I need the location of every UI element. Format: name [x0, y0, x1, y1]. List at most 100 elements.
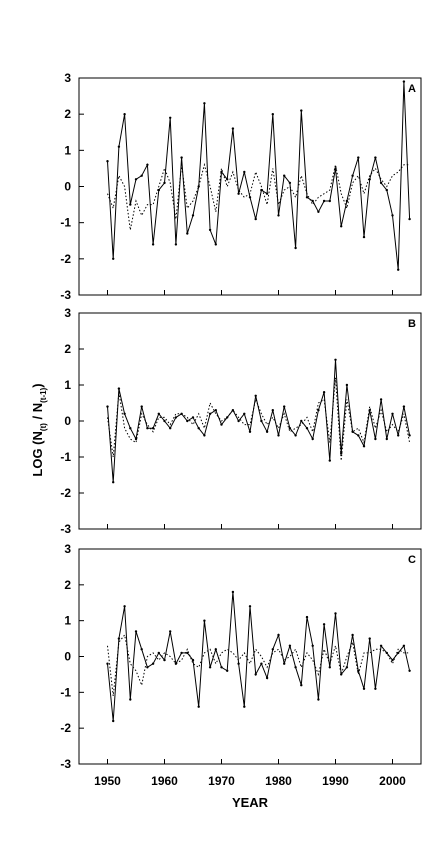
- data-point: [157, 412, 160, 415]
- y-tick-label: 3: [64, 542, 71, 556]
- data-point: [117, 637, 121, 640]
- x-tick-label: 1950: [94, 774, 121, 788]
- data-point: [322, 199, 326, 203]
- data-point: [134, 178, 138, 181]
- data-point: [265, 192, 269, 195]
- data-point: [243, 412, 246, 415]
- data-point: [129, 698, 132, 701]
- data-point: [351, 174, 354, 177]
- data-point: [237, 192, 240, 195]
- series-line-dotted: [107, 633, 410, 696]
- data-point: [283, 662, 286, 665]
- data-point: [374, 687, 377, 690]
- data-point: [220, 666, 223, 669]
- data-point: [191, 416, 195, 419]
- data-point: [362, 687, 366, 690]
- data-point: [146, 666, 149, 669]
- y-tick-label: 2: [64, 342, 71, 356]
- data-point: [112, 481, 115, 484]
- data-point: [283, 174, 286, 177]
- data-point: [163, 419, 166, 423]
- data-point: [134, 630, 138, 633]
- data-point: [265, 676, 269, 680]
- x-tick-label: 1990: [322, 774, 349, 788]
- data-point: [305, 196, 309, 199]
- data-point: [174, 243, 178, 246]
- data-point: [328, 199, 331, 203]
- data-point: [214, 243, 217, 246]
- y-axis-title-mid: / N: [30, 403, 45, 423]
- y-tick-label: 0: [64, 650, 71, 664]
- y-tick-label: -1: [60, 216, 71, 230]
- x-axis: 1950 1960 1970 1980 1990 2000: [94, 774, 406, 788]
- data-point: [374, 437, 377, 441]
- data-point: [214, 409, 217, 412]
- y-tick-label: -2: [60, 721, 71, 735]
- data-point: [317, 409, 320, 412]
- data-point: [180, 156, 183, 159]
- data-point: [317, 698, 320, 701]
- data-point: [248, 430, 252, 433]
- data-point: [379, 398, 383, 401]
- data-point: [345, 666, 349, 669]
- y-tick-label: -2: [60, 252, 71, 266]
- y-tick-label: 3: [64, 306, 71, 320]
- y-tick-label: 0: [64, 180, 71, 194]
- data-point: [146, 427, 149, 430]
- x-tick-label: 1960: [151, 774, 178, 788]
- data-point: [288, 181, 292, 185]
- data-point: [345, 199, 349, 203]
- data-point: [112, 719, 115, 723]
- data-point: [305, 615, 309, 619]
- y-axis-title: LOG (N(t) / N(t-1)): [30, 383, 48, 476]
- data-point: [385, 188, 388, 192]
- data-point: [186, 419, 189, 423]
- data-point: [169, 427, 172, 430]
- series-line-solid: [107, 359, 411, 483]
- data-point: [260, 419, 263, 423]
- data-point: [231, 590, 235, 594]
- data-point: [408, 669, 411, 672]
- svg-text:LOG (N(t) / N(t-1)): LOG (N(t) / N(t-1)): [30, 383, 48, 476]
- data-point: [254, 394, 257, 397]
- data-point: [237, 419, 240, 423]
- data-point: [391, 658, 394, 662]
- data-point: [106, 160, 109, 163]
- data-point: [123, 113, 126, 116]
- panel-c: -3 -2 -1 0 1 2 3 C: [60, 542, 422, 771]
- y-axis-title-sub-t: (t): [39, 423, 48, 431]
- data-point: [294, 246, 297, 250]
- data-point: [151, 662, 155, 665]
- y-axis-title-main: LOG (N: [30, 431, 45, 477]
- data-point: [357, 434, 360, 437]
- data-point: [208, 228, 212, 232]
- data-point: [271, 113, 274, 116]
- data-point: [311, 199, 314, 203]
- data-point: [351, 430, 354, 433]
- data-point: [123, 412, 126, 415]
- y-tick-label: 1: [64, 378, 71, 392]
- data-point: [362, 445, 366, 448]
- panel-a: -3 -2 -1 0 1 2 3 A: [60, 71, 422, 302]
- data-point: [311, 644, 314, 647]
- data-point: [277, 434, 280, 437]
- data-point: [271, 409, 274, 412]
- y-tick-label: 2: [64, 578, 71, 592]
- data-point: [157, 651, 160, 655]
- data-point: [151, 243, 155, 246]
- panels: -3 -2 -1 0 1 2 3 A -3 -2 -1 0 1 2 3 B -3 -2 -1 0 1 2 3 C: [60, 71, 422, 771]
- data-point: [106, 405, 109, 408]
- data-point: [379, 644, 383, 647]
- data-point: [271, 648, 274, 651]
- data-point: [397, 434, 400, 437]
- y-tick-label: -3: [60, 522, 71, 536]
- panel-label: B: [408, 318, 416, 330]
- panel-b: -3 -2 -1 0 1 2 3 B: [60, 306, 422, 536]
- data-point: [328, 666, 331, 669]
- data-point: [368, 637, 371, 640]
- data-point: [151, 427, 155, 430]
- data-point: [374, 156, 377, 159]
- data-point: [368, 178, 371, 181]
- data-point: [180, 651, 183, 655]
